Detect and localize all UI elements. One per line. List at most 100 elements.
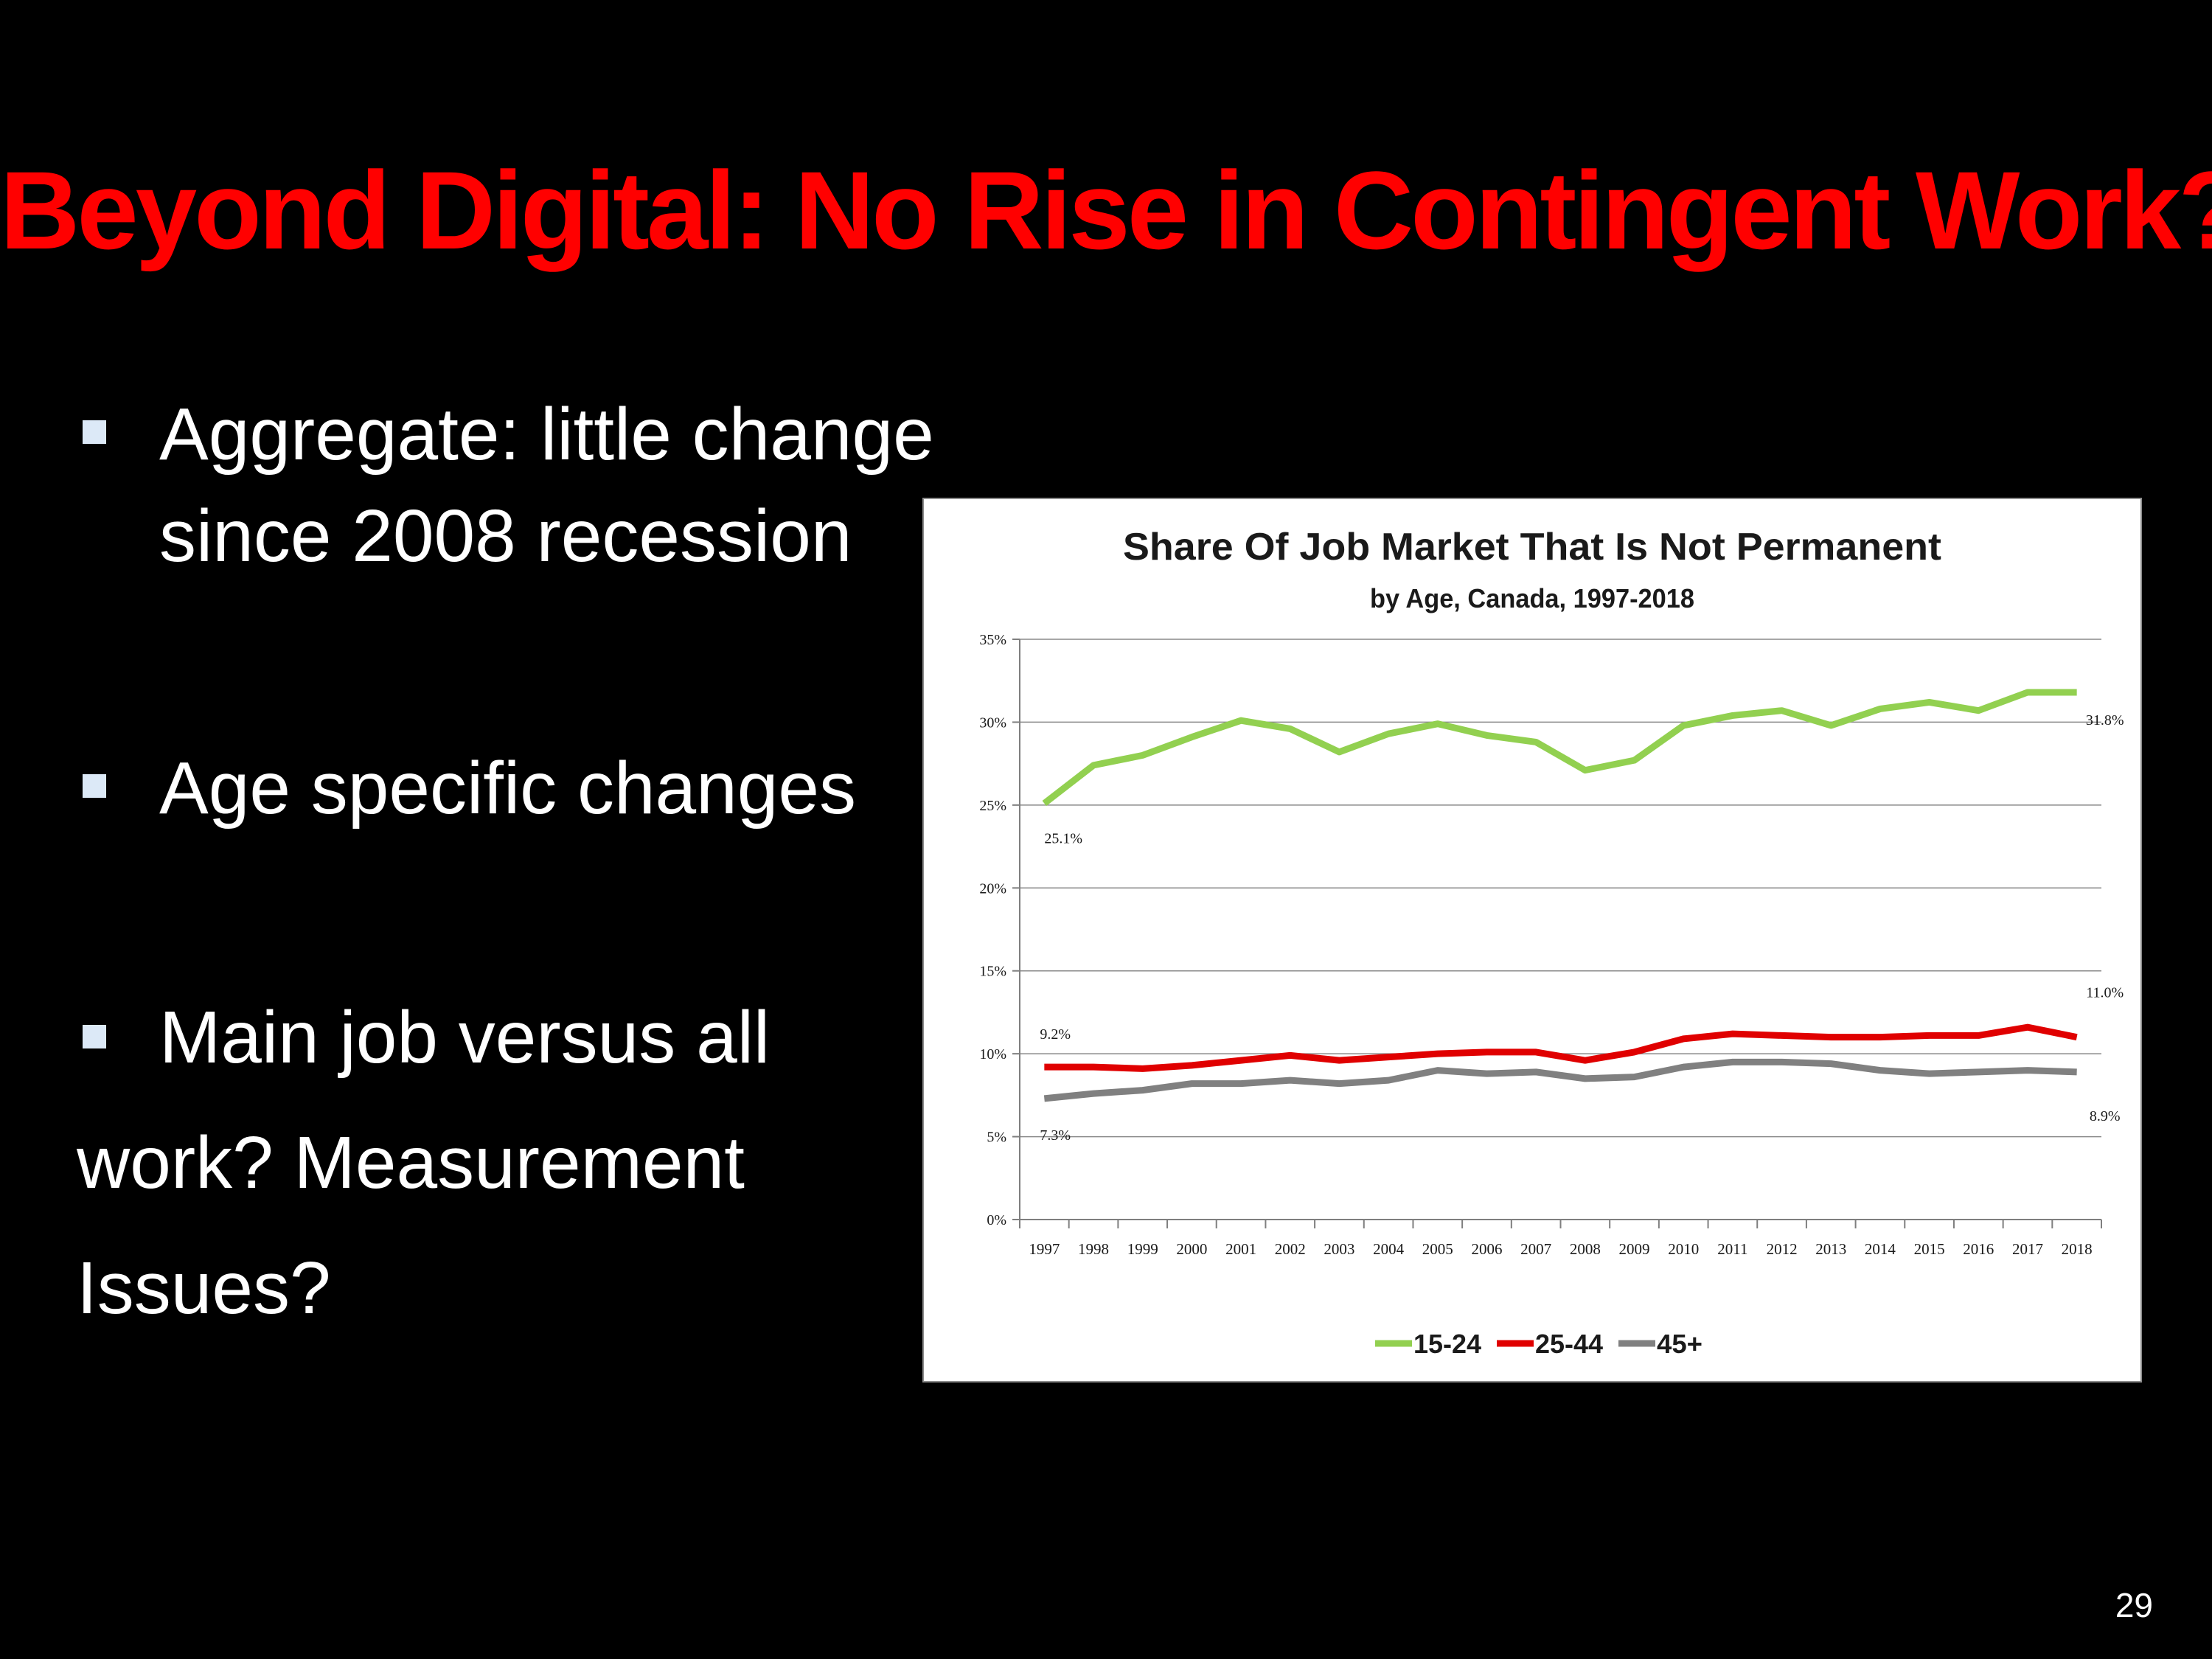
data-point bbox=[1093, 1066, 1094, 1068]
data-point bbox=[1338, 751, 1340, 753]
y-tick-label: 30% bbox=[979, 714, 1006, 731]
bullet-line: Issues? bbox=[77, 1247, 331, 1329]
x-tick-label: 2014 bbox=[1865, 1240, 1896, 1258]
data-point bbox=[1781, 710, 1783, 712]
bullet-marker-icon bbox=[83, 1025, 106, 1048]
data-point bbox=[1388, 733, 1389, 734]
data-label: 9.2% bbox=[1040, 1026, 1071, 1043]
data-point bbox=[1043, 1066, 1045, 1068]
data-point bbox=[2027, 692, 2028, 693]
chart-subtitle: by Age, Canada, 1997-2018 bbox=[1370, 583, 1694, 613]
bullet-line: Aggregate: little change bbox=[159, 393, 934, 476]
data-point bbox=[1830, 1037, 1832, 1038]
data-point bbox=[1093, 765, 1094, 766]
bullet-age-specific: Age specific changes bbox=[0, 737, 922, 848]
data-point bbox=[1634, 1077, 1635, 1078]
data-point bbox=[1585, 1078, 1586, 1079]
line-chart: Share Of Job Market That Is Not Permanen… bbox=[979, 526, 2124, 1359]
chart-panel: Share Of Job Market That Is Not Permanen… bbox=[922, 498, 2142, 1382]
y-tick-label: 20% bbox=[979, 880, 1006, 897]
data-point bbox=[1781, 1034, 1783, 1036]
x-tick-label: 2005 bbox=[1422, 1240, 1453, 1258]
data-point bbox=[1978, 1071, 1979, 1073]
x-tick-label: 2007 bbox=[1520, 1240, 1551, 1258]
data-point bbox=[1290, 1054, 1291, 1056]
data-point bbox=[1093, 1093, 1094, 1094]
data-point bbox=[2076, 1071, 2078, 1073]
data-point bbox=[1437, 723, 1439, 725]
data-label: 7.3% bbox=[1040, 1127, 1071, 1144]
data-point bbox=[1683, 725, 1684, 726]
x-tick-label: 1998 bbox=[1078, 1240, 1109, 1258]
x-tick-label: 2003 bbox=[1324, 1240, 1354, 1258]
data-point bbox=[2076, 1037, 2078, 1038]
x-tick-label: 2000 bbox=[1176, 1240, 1207, 1258]
data-point bbox=[1732, 1033, 1733, 1034]
data-label: 25.1% bbox=[1044, 831, 1082, 847]
data-point bbox=[1929, 1034, 1930, 1036]
data-point bbox=[1683, 1066, 1684, 1068]
data-point bbox=[1929, 701, 1930, 703]
y-tick-label: 5% bbox=[987, 1130, 1006, 1146]
x-tick-label: 2015 bbox=[1914, 1240, 1945, 1258]
data-point bbox=[1240, 1060, 1242, 1061]
data-point bbox=[1879, 1037, 1881, 1038]
data-point bbox=[1929, 1073, 1930, 1074]
data-point bbox=[1634, 759, 1635, 761]
data-point bbox=[1781, 1061, 1783, 1062]
data-point bbox=[2027, 1070, 2028, 1071]
data-point bbox=[1535, 1071, 1537, 1073]
data-point bbox=[1486, 1073, 1487, 1074]
data-point bbox=[1191, 1083, 1192, 1085]
legend-label: 15-24 bbox=[1413, 1329, 1481, 1359]
x-tick-label: 2013 bbox=[1815, 1240, 1846, 1258]
x-tick-label: 2002 bbox=[1275, 1240, 1306, 1258]
bullet-main-job: Main job versus all work? Measurement Is… bbox=[0, 987, 922, 1340]
data-label: 11.0% bbox=[2086, 985, 2124, 1001]
x-tick-label: 1999 bbox=[1127, 1240, 1158, 1258]
series-line-15-24 bbox=[1042, 689, 2077, 807]
data-point bbox=[1388, 1079, 1389, 1081]
page-number: 29 bbox=[2115, 1586, 2153, 1624]
x-tick-label: 2004 bbox=[1373, 1240, 1405, 1258]
y-tick-label: 0% bbox=[987, 1212, 1006, 1228]
y-tick-label: 10% bbox=[979, 1046, 1006, 1062]
bullet-aggregate: Aggregate: little change since 2008 rece… bbox=[0, 383, 1032, 597]
bullet-marker-icon bbox=[83, 420, 106, 444]
data-point bbox=[1830, 725, 1832, 726]
data-label: 8.9% bbox=[2090, 1108, 2121, 1124]
slide-title: Beyond Digital: No Rise in Contingent Wo… bbox=[0, 148, 2212, 272]
legend-label: 25-44 bbox=[1535, 1329, 1603, 1359]
data-point bbox=[1879, 708, 1881, 709]
x-tick-label: 2001 bbox=[1225, 1240, 1256, 1258]
data-point bbox=[1142, 1068, 1144, 1069]
data-point bbox=[1142, 754, 1144, 756]
data-point bbox=[2027, 1026, 2028, 1028]
data-point bbox=[1634, 1051, 1635, 1053]
data-point bbox=[1338, 1083, 1340, 1085]
data-point bbox=[1683, 1038, 1684, 1040]
legend-label: 45+ bbox=[1657, 1329, 1703, 1359]
data-point bbox=[1191, 737, 1192, 738]
x-tick-label: 2006 bbox=[1471, 1240, 1502, 1258]
data-point bbox=[1732, 1061, 1733, 1062]
data-point bbox=[1978, 1034, 1979, 1036]
data-point bbox=[1486, 734, 1487, 736]
x-tick-label: 2016 bbox=[1963, 1240, 1994, 1258]
data-point bbox=[1191, 1065, 1192, 1066]
data-point bbox=[1043, 1098, 1045, 1099]
data-point bbox=[1535, 741, 1537, 742]
y-tick-label: 35% bbox=[979, 632, 1006, 648]
data-point bbox=[1437, 1053, 1439, 1054]
data-point bbox=[1338, 1060, 1340, 1061]
x-tick-label: 2012 bbox=[1767, 1240, 1798, 1258]
data-point bbox=[1388, 1057, 1389, 1058]
data-label: 31.8% bbox=[2086, 712, 2124, 728]
data-point bbox=[1585, 770, 1586, 771]
data-point bbox=[1535, 1051, 1537, 1053]
data-point bbox=[1240, 1083, 1242, 1085]
data-point bbox=[1830, 1063, 1832, 1065]
data-point bbox=[1240, 720, 1242, 721]
x-tick-label: 1997 bbox=[1029, 1240, 1060, 1258]
data-point bbox=[1290, 728, 1291, 729]
